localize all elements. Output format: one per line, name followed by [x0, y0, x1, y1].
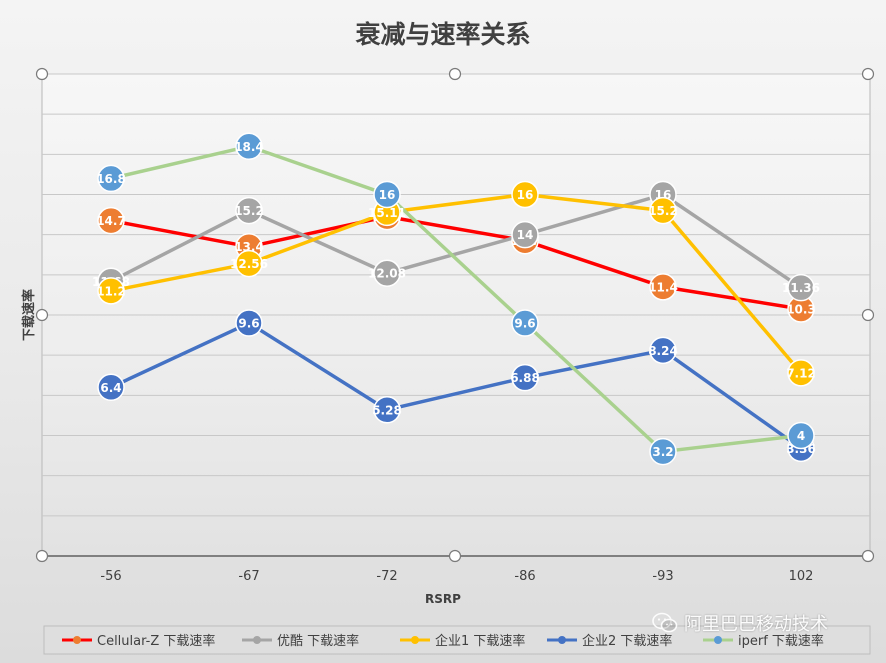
y-axis-title: 下载速率 [21, 289, 37, 341]
data-label: 18.4 [234, 140, 264, 154]
series-line [109, 214, 803, 311]
resize-handle [35, 67, 49, 81]
data-label: 15.2 [234, 204, 264, 218]
data-point [235, 249, 263, 278]
resize-handle [861, 67, 875, 81]
data-label: 8.24 [648, 344, 678, 358]
x-tick-label: -93 [652, 569, 673, 584]
data-point [649, 273, 677, 301]
data-label: 16.8 [96, 172, 126, 186]
legend-label: iperf 下载速率 [738, 633, 824, 649]
data-point [511, 363, 539, 392]
watermark: 阿里巴巴移动技术 [652, 610, 828, 636]
data-point [235, 309, 263, 337]
chart-title: 衰减与速率关系 [354, 20, 530, 49]
data-point [97, 164, 125, 193]
resize-handle [861, 549, 875, 563]
resize-handle [448, 67, 462, 81]
data-point [511, 180, 539, 209]
data-point [649, 437, 677, 466]
watermark-text: 阿里巴巴移动技术 [684, 614, 828, 635]
legend-label: 优酷 下载速率 [277, 633, 359, 649]
data-label: 15.2 [648, 204, 678, 218]
data-label: 12.56 [230, 257, 268, 271]
x-axis-title: RSRP [425, 592, 461, 606]
data-point [235, 132, 263, 161]
data-label: 4 [797, 429, 805, 443]
series-line [109, 144, 803, 454]
data-label: 11.4 [648, 280, 678, 294]
data-point [787, 359, 815, 387]
resize-handle [861, 308, 875, 322]
data-point [97, 373, 125, 402]
resize-handle [35, 549, 49, 563]
data-label: 11.36 [782, 281, 820, 295]
data-point [235, 196, 263, 225]
data-label: 6.88 [510, 371, 540, 385]
legend-marker [558, 636, 566, 644]
legend-marker [411, 636, 419, 644]
series-line [109, 192, 803, 290]
data-label: 9.6 [238, 317, 259, 331]
series-line [109, 321, 803, 451]
data-label: 16 [517, 188, 534, 202]
data-label: 11.2 [96, 284, 126, 298]
legend-marker [253, 636, 261, 644]
x-tick-label: -86 [514, 569, 535, 584]
legend-marker [714, 636, 722, 644]
data-label: 15.11 [368, 206, 406, 220]
legend-marker [73, 636, 81, 644]
data-point [97, 206, 125, 235]
legend-label: 企业1 下载速率 [435, 633, 525, 649]
legend-label: 企业2 下载速率 [582, 633, 672, 649]
x-tick-label: -67 [238, 569, 259, 584]
data-label: 3.2 [652, 445, 673, 459]
data-point [787, 273, 815, 302]
data-label: 5.28 [372, 403, 402, 417]
data-point [373, 396, 401, 424]
x-tick-label: -56 [100, 569, 121, 584]
data-label: 10.3 [786, 302, 816, 316]
data-label: 7.12 [786, 366, 816, 380]
legend-label: Cellular-Z 下载速率 [97, 633, 215, 649]
data-point [649, 196, 677, 225]
data-point [373, 259, 401, 287]
data-point [787, 421, 815, 450]
data-point [97, 277, 125, 305]
data-point [649, 336, 677, 365]
data-point [373, 180, 401, 209]
x-tick-label: 102 [789, 569, 814, 584]
data-label: 14.7 [96, 214, 126, 228]
data-label: 9.6 [514, 317, 535, 331]
data-label: 6.4 [100, 381, 121, 395]
data-label: 16 [379, 188, 396, 202]
series-line [109, 192, 803, 375]
data-label: 14 [517, 228, 534, 242]
data-label: 12.08 [368, 267, 406, 281]
wechat-icon [652, 612, 678, 633]
x-tick-label: -72 [376, 569, 397, 584]
data-label: 13.4 [234, 240, 264, 254]
data-point [511, 220, 539, 249]
resize-handle [35, 308, 49, 322]
resize-handle [448, 549, 462, 563]
data-point [511, 309, 539, 337]
